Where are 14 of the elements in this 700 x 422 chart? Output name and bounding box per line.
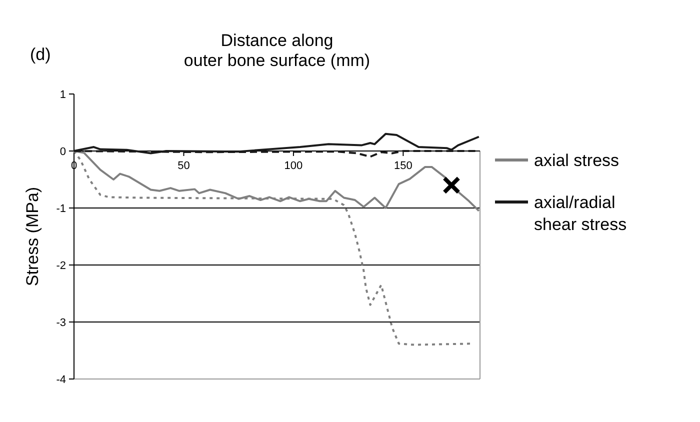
y-tick-label: -1	[56, 202, 66, 215]
y-axis-title: Stress (MPa)	[23, 186, 42, 286]
x-axis-title: Distance along outer bone surface (mm)	[184, 31, 370, 70]
y-tick-label: -2	[56, 260, 66, 272]
x-tick-label: 50	[178, 160, 190, 172]
text: (d)	[30, 45, 51, 64]
legend-label: axial/radial shear stress	[534, 192, 627, 234]
y-tick-label: 0	[60, 146, 66, 158]
x-tick-label: 150	[394, 160, 412, 172]
legend-label: axial stress	[534, 150, 620, 170]
y-tick-label: -3	[56, 316, 66, 329]
y-tick-label: 1	[60, 88, 66, 101]
y-tick-label: -4	[56, 374, 66, 386]
x-tick-label: 100	[284, 160, 303, 172]
